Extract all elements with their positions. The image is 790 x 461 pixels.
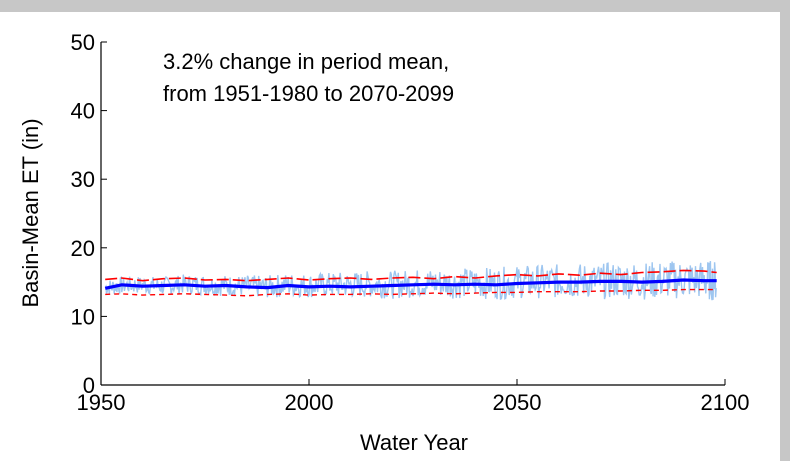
- y-axis-title: Basin-Mean ET (in): [18, 118, 43, 307]
- annotation: 3.2% change in period mean, from 1951-19…: [163, 49, 454, 106]
- series-upper-line: [105, 269, 717, 282]
- y-tick-label: 50: [71, 30, 95, 55]
- y-tick-label: 30: [71, 167, 95, 192]
- x-tick-label: 2050: [493, 390, 542, 415]
- x-axis-title: Water Year: [360, 430, 468, 455]
- axes: 0 10 20 30 40 50 1950 2000 2050 2100: [71, 30, 750, 415]
- y-tick-label: 10: [71, 304, 95, 329]
- window-right-border: [780, 0, 790, 461]
- series-running-mean-line: [104, 278, 717, 290]
- window-top-border: [0, 0, 790, 12]
- x-tick-label: 2100: [701, 390, 750, 415]
- x-tick-label: 1950: [77, 390, 126, 415]
- annotation-line-2: from 1951-1980 to 2070-2099: [163, 81, 454, 106]
- series-lower-line: [105, 288, 717, 297]
- annotation-line-1: 3.2% change in period mean,: [163, 49, 449, 74]
- y-tick-label: 20: [71, 236, 95, 261]
- x-tick-label: 2000: [285, 390, 334, 415]
- y-tick-label: 40: [71, 99, 95, 124]
- plot-area: [104, 261, 717, 301]
- y-tick-label: 0: [83, 373, 95, 398]
